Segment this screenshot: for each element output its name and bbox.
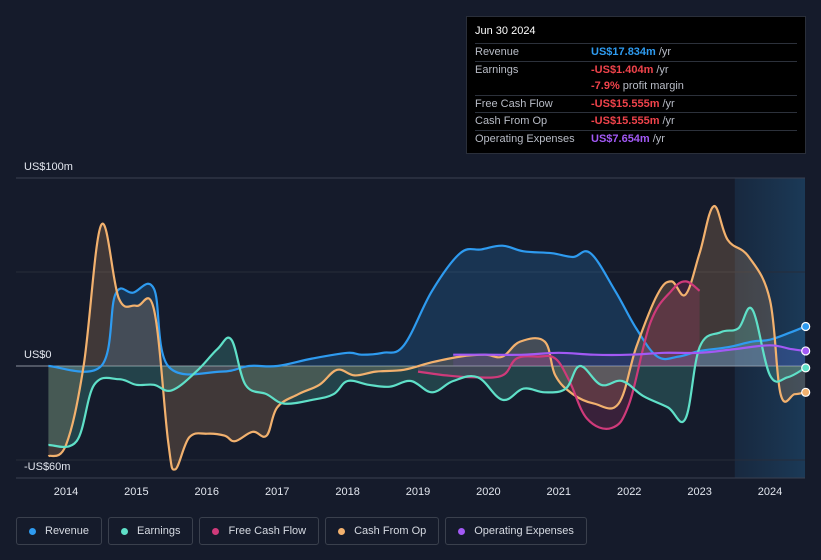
- x-tick-label-2024: 2024: [758, 486, 782, 498]
- x-tick-label-2022: 2022: [617, 486, 641, 498]
- tooltip-unit: /yr: [652, 132, 665, 145]
- tooltip-row-cash-from-op: Cash From Op -US$15.555m/yr: [475, 112, 797, 130]
- x-axis-labels: 2014 2015 2016 2017 2018 2019 2020 2021 2022 2023…: [54, 486, 782, 498]
- chart-legend: Revenue Earnings Free Cash Flow Cash From O…: [16, 517, 587, 545]
- x-tick-label-2018: 2018: [335, 486, 359, 498]
- cash-from-op-end-marker: [801, 387, 811, 397]
- x-tick-label-2021: 2021: [547, 486, 571, 498]
- x-tick-label-2014: 2014: [54, 486, 78, 498]
- tooltip-value: US$17.834m: [591, 46, 656, 59]
- legend-label: Operating Expenses: [474, 525, 574, 537]
- y-axis-label-top: US$100m: [24, 161, 73, 173]
- x-tick-label-2015: 2015: [124, 486, 148, 498]
- legend-item-earnings[interactable]: Earnings: [108, 517, 194, 545]
- y-axis-label-bottom: -US$60m: [24, 461, 70, 473]
- free-cash-flow-area: [418, 281, 700, 429]
- tooltip-row-free-cash-flow: Free Cash Flow -US$15.555m/yr: [475, 94, 797, 113]
- cash-from-op-line: [47, 205, 806, 471]
- tooltip-date: Jun 30 2024: [475, 25, 536, 37]
- financial-chart: US$100m US$0 -US$60m 2014 2015 2016 2017 201…: [16, 161, 811, 498]
- legend-item-cash-from-op[interactable]: Cash From Op: [325, 517, 440, 545]
- legend-dot-icon: [212, 527, 220, 535]
- revenue-line: [48, 244, 806, 376]
- tooltip-unit: /yr: [658, 46, 672, 59]
- earnings-end-marker: [801, 363, 811, 373]
- tooltip-value: -US$15.555m: [591, 97, 660, 110]
- tooltip-label: Free Cash Flow: [475, 97, 553, 110]
- tooltip-value: -US$15.555m: [591, 115, 660, 128]
- y-axis-label-zero: US$0: [24, 349, 52, 361]
- series-lines: [47, 205, 806, 471]
- legend-dot-icon: [121, 527, 129, 535]
- data-tooltip: Jun 30 2024 Revenue US$17.834m/yr Earnings…: [466, 16, 806, 154]
- x-tick-label-2016: 2016: [195, 486, 219, 498]
- legend-dot-icon: [458, 527, 466, 535]
- forecast-region: [734, 178, 805, 478]
- gridlines: [16, 177, 805, 479]
- revenue-area: [48, 245, 806, 375]
- legend-label: Earnings: [137, 525, 181, 537]
- legend-label: Cash From Op: [354, 525, 427, 537]
- earnings-area: [48, 307, 806, 448]
- tooltip-value: -7.9%: [591, 80, 620, 93]
- tooltip-unit: profit margin: [622, 80, 684, 93]
- legend-dot-icon: [29, 527, 36, 535]
- free-cash-flow-line: [417, 280, 701, 430]
- legend-label: Free Cash Flow: [228, 525, 307, 537]
- earnings-line: [48, 306, 806, 449]
- operating-expenses-line: [453, 344, 806, 357]
- tooltip-label: Operating Expenses: [475, 132, 575, 145]
- tooltip-row-operating-expenses: Operating Expenses US$7.654m/yr: [475, 129, 797, 148]
- legend-item-free-cash-flow[interactable]: Free Cash Flow: [199, 517, 320, 545]
- tooltip-value: US$7.654m: [591, 132, 650, 145]
- revenue-end-marker: [801, 321, 811, 332]
- tooltip-row-profit-margin: -7.9% profit margin: [475, 78, 797, 95]
- series-areas: [48, 206, 806, 470]
- operating-expenses-end-marker: [801, 346, 811, 356]
- x-tick-label-2020: 2020: [476, 486, 500, 498]
- legend-label: Revenue: [45, 525, 90, 537]
- end-markers: [801, 321, 811, 397]
- tooltip-label: Earnings: [475, 63, 519, 76]
- tooltip-unit: /yr: [662, 115, 675, 128]
- tooltip-label: Cash From Op: [475, 115, 548, 128]
- tooltip-unit: /yr: [662, 97, 675, 110]
- tooltip-row-revenue: Revenue US$17.834m/yr: [475, 43, 797, 61]
- legend-dot-icon: [338, 527, 346, 535]
- tooltip-unit: /yr: [656, 63, 669, 76]
- x-tick-label-2019: 2019: [406, 486, 430, 498]
- legend-item-revenue[interactable]: Revenue: [16, 517, 103, 545]
- tooltip-value: -US$1.404m: [591, 63, 654, 76]
- x-tick-label-2023: 2023: [687, 486, 711, 498]
- tooltip-row-earnings: Earnings -US$1.404m/yr: [475, 60, 797, 79]
- x-tick-label-2017: 2017: [265, 486, 289, 498]
- tooltip-label: Revenue: [475, 46, 520, 59]
- legend-item-operating-expenses[interactable]: Operating Expenses: [445, 517, 587, 545]
- cash-from-op-area: [48, 206, 806, 470]
